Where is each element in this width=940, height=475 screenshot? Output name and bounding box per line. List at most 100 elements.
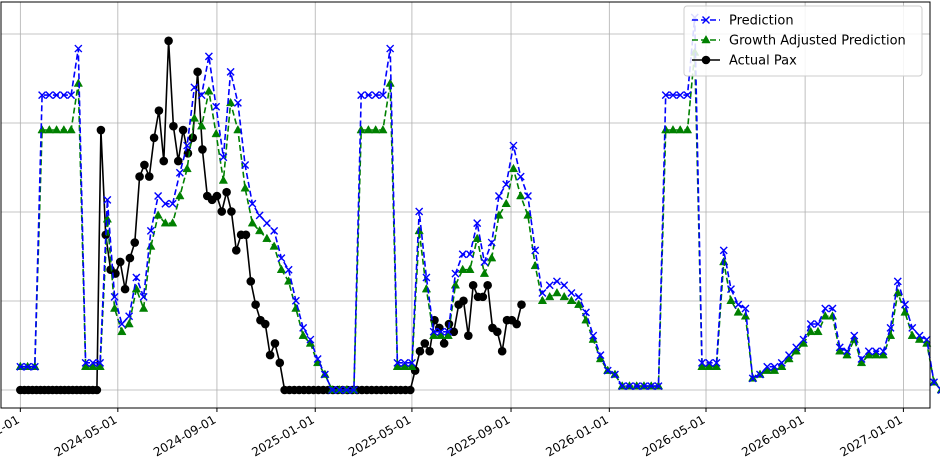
data-point	[299, 323, 308, 332]
data-point	[132, 273, 141, 282]
data-point	[777, 358, 786, 367]
data-point	[704, 361, 714, 370]
data-point	[468, 280, 478, 290]
data-point	[439, 339, 449, 348]
data-point	[581, 308, 590, 317]
data-point	[473, 219, 482, 228]
data-point	[231, 246, 241, 255]
data-point	[45, 91, 54, 100]
data-point	[566, 295, 577, 305]
data-point	[269, 241, 279, 250]
data-point	[197, 91, 206, 100]
data-point	[574, 292, 583, 301]
data-point	[109, 303, 120, 312]
data-point	[149, 133, 159, 143]
data-point	[125, 312, 134, 321]
data-point	[198, 145, 207, 154]
data-point	[741, 304, 750, 313]
data-point	[835, 346, 845, 355]
data-point	[88, 358, 97, 367]
data-point	[675, 125, 685, 134]
data-point	[719, 246, 728, 255]
data-point	[610, 370, 619, 379]
data-point	[117, 320, 126, 329]
data-point	[451, 269, 460, 278]
data-point	[464, 331, 473, 340]
data-point	[363, 125, 374, 134]
data-point	[647, 382, 656, 391]
x-tick-label: 2026-01-01	[543, 412, 610, 459]
data-point	[59, 91, 68, 100]
data-point	[52, 91, 61, 100]
data-point	[516, 172, 525, 181]
data-point	[386, 44, 395, 53]
data-point	[857, 354, 866, 363]
data-point	[248, 199, 257, 208]
x-tick-label: 2025-05-01	[346, 412, 413, 459]
data-point	[509, 141, 518, 150]
data-point	[130, 238, 140, 247]
data-point	[415, 346, 425, 356]
data-point	[702, 16, 710, 24]
data-point	[173, 156, 183, 166]
data-point	[247, 218, 258, 227]
series-layer	[15, 13, 940, 395]
data-point	[907, 330, 917, 339]
data-point	[357, 91, 366, 100]
data-point	[115, 257, 125, 267]
legend-item: Actual Pax	[692, 54, 797, 69]
data-point	[459, 296, 468, 306]
data-point	[494, 210, 504, 219]
data-point	[697, 358, 706, 367]
data-point	[763, 362, 772, 371]
data-point	[392, 361, 403, 370]
data-point	[212, 191, 222, 201]
data-point	[733, 307, 743, 316]
data-point	[799, 335, 808, 344]
data-point	[164, 36, 173, 46]
data-point	[406, 385, 415, 395]
data-point	[255, 211, 264, 220]
data-point	[328, 386, 337, 394]
data-point	[493, 327, 502, 337]
data-point	[465, 250, 474, 259]
data-point	[110, 292, 119, 301]
series-0	[16, 13, 940, 394]
data-point	[276, 264, 287, 273]
data-point	[668, 125, 678, 134]
data-point	[843, 347, 852, 356]
plot-frame	[0, 1, 931, 409]
data-point	[450, 280, 461, 289]
data-point	[523, 192, 532, 200]
data-point	[335, 386, 344, 394]
data-point	[393, 358, 402, 367]
data-point	[734, 300, 743, 309]
data-point	[400, 361, 410, 370]
data-point	[559, 291, 569, 301]
data-point	[246, 277, 256, 286]
x-tick-label: 2025-01-01	[249, 412, 316, 459]
series-line	[20, 17, 940, 391]
legend-item: Growth Adjusted Prediction	[692, 34, 906, 49]
data-point	[422, 273, 431, 282]
data-point	[864, 347, 873, 356]
data-point	[712, 358, 721, 367]
data-point	[51, 125, 62, 134]
data-point	[378, 91, 387, 100]
legend: Prediction Growth Adjusted Prediction Actu…	[683, 5, 923, 77]
legend-item: Prediction	[692, 14, 794, 29]
data-point	[574, 299, 584, 308]
data-point	[219, 153, 228, 162]
data-point	[74, 44, 83, 53]
data-point	[44, 125, 54, 134]
data-point	[552, 277, 561, 286]
data-point	[217, 207, 227, 216]
x-tick-label: 2024-09-01	[151, 412, 218, 459]
x-tick-label: 2026-05-01	[640, 412, 707, 459]
data-point	[378, 125, 388, 134]
data-point	[175, 190, 185, 200]
data-point	[458, 264, 468, 273]
data-point	[275, 358, 285, 368]
x-tick-label: 2024-05-01	[52, 412, 119, 459]
